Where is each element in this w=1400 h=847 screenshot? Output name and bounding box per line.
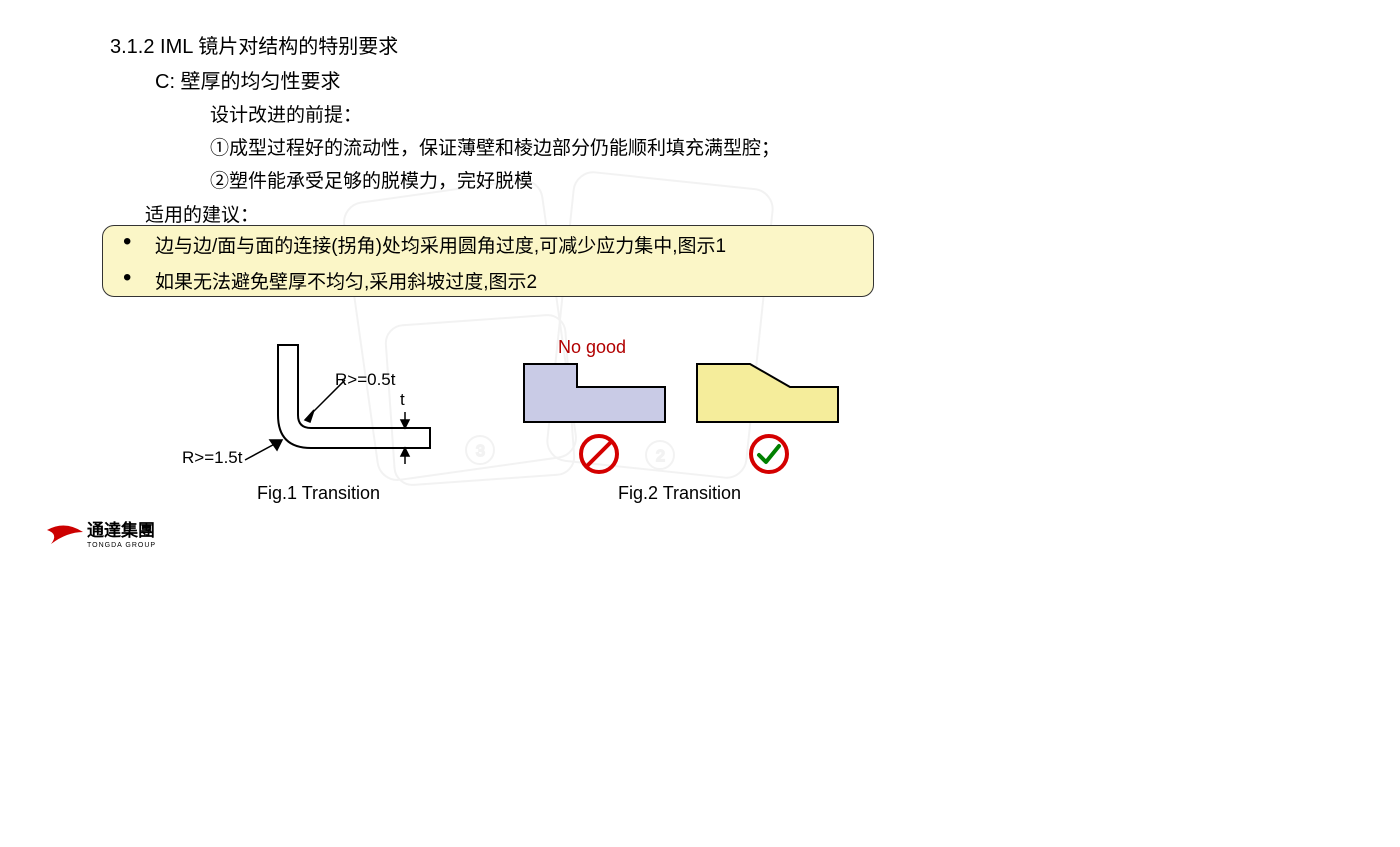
ok-icon xyxy=(747,432,791,476)
no-icon xyxy=(577,432,621,476)
bullet-1: 边与边/面与面的连接(拐角)处均采用圆角过度,可减少应力集中,图示1 xyxy=(155,231,726,258)
bullet-2: 如果无法避免壁厚不均匀,采用斜坡过度,图示2 xyxy=(155,267,537,294)
premise-line-1: ①成型过程好的流动性，保证薄壁和棱边部分仍能顺利填充满型腔； xyxy=(210,133,780,160)
fig1-anno-outer: R>=1.5t xyxy=(182,448,243,468)
logo-sub-text: TONGDA GROUP xyxy=(87,542,156,549)
fig2-good-shape xyxy=(695,362,840,432)
bullet-dot: • xyxy=(123,232,131,251)
fig1-anno-t: t xyxy=(400,390,405,410)
suggest-title: 适用的建议： xyxy=(145,200,259,227)
fig1-diagram xyxy=(190,340,450,500)
premise-line-2: ②塑件能承受足够的脱模力，完好脱模 xyxy=(210,166,533,193)
fig2-nogood-label: No good xyxy=(558,337,626,358)
logo-main-text: 通達集團 xyxy=(87,520,155,540)
fig1-caption: Fig.1 Transition xyxy=(257,483,380,504)
fig2-bad-shape xyxy=(522,362,667,432)
bullet-dot: • xyxy=(123,268,131,287)
premise-title: 设计改进的前提： xyxy=(210,100,362,127)
tongda-logo: 通達集團 TONGDA GROUP xyxy=(45,518,195,550)
fig1-anno-inner: R>=0.5t xyxy=(335,370,396,390)
svg-text:2: 2 xyxy=(656,448,665,465)
subsection-c: C: 壁厚的均匀性要求 xyxy=(155,65,341,94)
svg-text:3: 3 xyxy=(476,443,485,460)
fig2-caption: Fig.2 Transition xyxy=(618,483,741,504)
section-heading: 3.1.2 IML 镜片对结构的特别要求 xyxy=(110,30,398,59)
